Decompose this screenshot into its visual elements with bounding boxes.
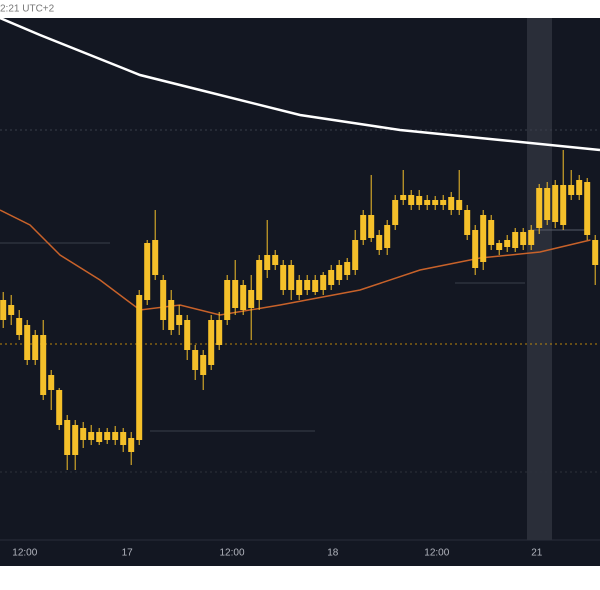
candle-body [176,315,183,325]
candle-body [96,432,103,442]
candle-body [128,438,135,452]
candle-body [160,280,167,320]
candle-body [248,290,255,308]
candle-body [424,200,431,205]
candle-body [232,280,239,308]
candle-body [536,188,543,228]
candle-body [288,265,295,290]
moving-average [0,16,600,152]
candle-body [520,232,527,245]
candle-body [240,285,247,310]
candle-body [16,318,23,335]
candle-body [400,195,407,200]
candle-body [184,320,191,350]
x-tick-label: 12:00 [424,548,449,559]
candle-body [456,200,463,210]
candle-body [472,230,479,268]
candle-body [544,188,551,220]
candle-body [560,185,567,225]
candle-body [368,215,375,238]
candle-body [168,300,175,330]
candle-body [416,196,423,205]
candle-body [136,295,143,440]
candle-body [432,200,439,205]
candle-body [200,355,207,375]
candle-body [320,275,327,290]
candle-body [8,305,15,315]
candle-body [272,255,279,265]
candle-body [144,243,151,300]
candle-body [552,185,559,222]
candle-body [448,197,455,210]
candle-body [152,240,159,275]
candle-body [104,432,111,440]
candle-body [480,215,487,262]
candle-body [592,240,599,265]
candle-body [304,280,311,290]
x-tick-label: 12:00 [219,548,244,559]
candle-body [56,390,63,425]
candle-body [216,320,223,345]
candle-body [224,280,231,320]
candle-body [496,243,503,250]
candle-body [296,280,303,295]
candle-body [360,215,367,240]
candle-body [88,432,95,440]
candle-body [488,220,495,245]
header-text: 2:21 UTC+2 [0,4,55,15]
candle-body [32,335,39,360]
candle-body [80,428,87,440]
candle-body [208,320,215,365]
x-tick-label: 21 [531,548,543,559]
x-tick-label: 17 [122,548,134,559]
candle-body [192,350,199,370]
candle-body [0,300,7,320]
x-tick-label: 18 [327,548,339,559]
candle-body [280,265,287,290]
candle-body [344,262,351,275]
x-tick-label: 12:00 [12,548,37,559]
candle-body [408,195,415,205]
candle-body [464,210,471,235]
candle-body [392,200,399,225]
candle-body [328,270,335,285]
highlight-band [527,18,552,540]
candle-body [48,375,55,390]
candle-body [24,325,31,360]
candle-body [384,225,391,248]
candle-body [376,235,383,250]
candle-body [528,230,535,245]
candle-body [64,420,71,455]
candle-body [72,425,79,455]
candle-body [264,255,271,270]
candle-body [256,260,263,300]
candle-body [40,335,47,395]
candle-body [120,432,127,445]
candle-body [352,240,359,270]
moving-average [0,209,591,316]
candle-body [440,200,447,205]
candle-body [312,280,319,292]
candle-body [336,265,343,280]
candle-body [112,432,119,440]
candle-body [568,185,575,195]
candle-body [584,182,591,235]
candle-body [512,232,519,248]
candle-body [504,240,511,247]
candle-body [576,180,583,195]
